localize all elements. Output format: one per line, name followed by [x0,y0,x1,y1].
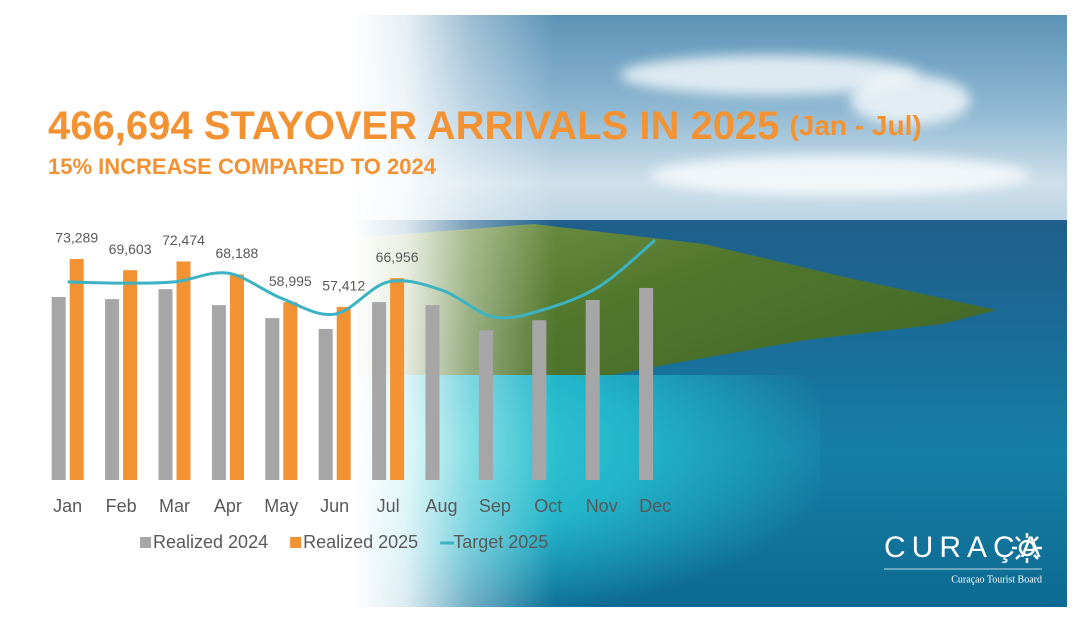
value-label: 57,412 [322,278,365,294]
x-tick-label: Jul [377,496,400,516]
target-line [67,238,657,320]
x-tick-label: Aug [425,496,457,516]
bar [158,289,173,480]
legend-swatch [290,537,302,548]
bar [211,305,226,480]
bar [639,287,654,480]
x-tick-label: Feb [106,496,137,516]
bar [478,330,493,480]
legend-swatch [140,537,151,548]
bar [318,328,333,480]
value-label: 73,289 [55,230,98,246]
bar [390,278,405,480]
x-tick-label: Dec [639,496,671,516]
title-main: 466,694 STAYOVER ARRIVALS IN 2025 [48,104,779,148]
x-tick-label: Nov [586,496,618,516]
bar [425,305,440,480]
bar [336,306,351,480]
x-tick-label: May [264,496,298,516]
bar [372,302,387,480]
logo-tagline: Curaçao Tourist Board [951,574,1042,585]
bar [283,302,298,480]
legend-label: Target 2025 [453,532,548,552]
value-label: 58,995 [269,273,312,289]
value-label: 69,603 [109,241,152,257]
bar [51,296,66,480]
chart-subtitle: 15% INCREASE COMPARED TO 2024 [48,154,437,179]
x-tick-label: Mar [159,496,190,516]
legend-label: Realized 2024 [153,532,268,552]
x-tick-label: Jan [53,496,82,516]
x-tick-label: Apr [214,496,242,516]
bar [585,300,600,480]
bar [176,261,191,480]
bar [123,270,138,480]
logo-sun [1012,533,1042,563]
bar [105,299,120,480]
x-tick-label: Sep [479,496,511,516]
x-tick-label: Jun [320,496,349,516]
bar [229,274,244,480]
bar [532,320,547,480]
legend-label: Realized 2025 [303,532,418,552]
bar [265,318,280,480]
title-suffix: (Jan - Jul) [789,110,921,141]
bar [69,259,84,480]
value-label: 72,474 [162,232,205,248]
x-tick-label: Oct [534,496,562,516]
logo-name: CURAÇA [884,531,1047,564]
value-label: 68,188 [215,245,258,261]
value-label: 66,956 [376,249,419,265]
chart-title: 466,694 STAYOVER ARRIVALS IN 2025 (Jan - … [48,104,922,148]
